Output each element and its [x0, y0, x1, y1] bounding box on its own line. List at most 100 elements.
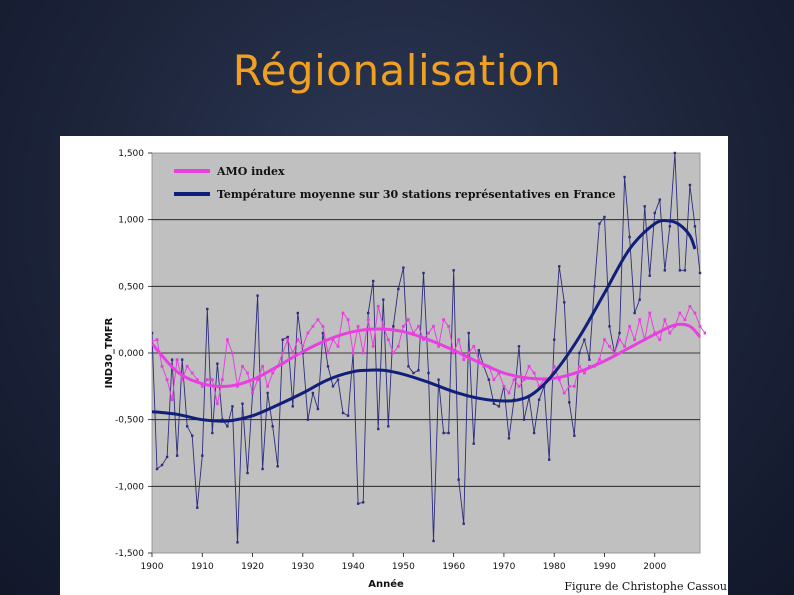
amo-raw-point [703, 331, 706, 335]
temperature-raw-point [517, 345, 521, 348]
amo-raw-point [231, 351, 234, 355]
amo-raw-point [170, 398, 174, 402]
y-axis-title: IND30_TMFR [104, 317, 115, 388]
temperature-raw-line [152, 152, 701, 543]
amo-smooth-line [152, 322, 702, 389]
amo-raw-point [603, 338, 606, 342]
amo-raw-point [376, 304, 380, 308]
amo-raw-point [180, 378, 184, 382]
temperature-raw-point [160, 463, 164, 467]
amo-raw-point [321, 324, 325, 328]
temperature-raw-point [668, 225, 672, 228]
amo-raw-point [336, 344, 340, 348]
amo-raw-point [668, 331, 672, 335]
temperature-raw-point [231, 405, 234, 408]
temperature-raw-point [663, 269, 667, 272]
temperature-raw-point [397, 287, 400, 291]
temperature-raw-point [316, 407, 320, 411]
temperature-raw-point [427, 371, 430, 375]
amo-raw-point [532, 371, 536, 375]
temperature-raw-point [673, 151, 677, 155]
legend: AMO index Température moyenne sur 30 stat… [174, 165, 615, 201]
amo-raw-point [215, 402, 219, 406]
x-tick-label: 1980 [543, 562, 566, 572]
temperature-raw-point [291, 405, 294, 408]
chart-figure: 1,500 1,000 0,500 0,000 -0,500 -1,000 -1,500 1… [60, 136, 728, 595]
amo-raw-point [562, 391, 566, 395]
amo-raw-point [457, 338, 461, 342]
temperature-raw-point [623, 175, 626, 179]
temperature-raw-point [648, 274, 651, 277]
temperature-raw-point [678, 269, 682, 272]
amo-raw-point [582, 371, 586, 375]
temperature-raw-point [693, 225, 697, 228]
temperature-raw-point [226, 425, 229, 428]
amo-raw-point [472, 344, 476, 348]
amo-raw-point [301, 344, 305, 348]
amo-raw-point [361, 351, 365, 355]
temperature-raw-point [452, 269, 455, 272]
amo-raw-point [447, 324, 451, 328]
series-group [152, 151, 706, 544]
temperature-raw-point [563, 301, 566, 304]
temperature-raw-point [196, 506, 199, 509]
temperature-raw-point [522, 418, 526, 421]
amo-raw-point [266, 384, 270, 388]
amo-raw-point [296, 338, 300, 342]
amo-raw-point [688, 304, 692, 308]
amo-raw-point [281, 351, 285, 355]
amo-raw-point [678, 311, 682, 315]
temperature-raw-point [472, 442, 475, 445]
amo-raw-point [190, 371, 194, 375]
temperature-raw-point [326, 365, 330, 368]
y-tick-label: 1,000 [118, 216, 144, 226]
amo-raw-point [618, 338, 621, 342]
temperature-raw-point [356, 502, 360, 505]
y-tick-label: 0,500 [118, 282, 144, 292]
figure-credit: Figure de Christophe Cassou [563, 580, 728, 593]
amo-raw-point [256, 378, 259, 382]
legend-label: Température moyenne sur 30 stations repr… [217, 188, 615, 201]
temperature-raw-point [583, 338, 586, 341]
amo-raw-point [220, 378, 224, 382]
amo-raw-point [572, 384, 576, 388]
x-tick-label: 1940 [342, 562, 365, 572]
temperature-raw-point [221, 418, 224, 421]
temperature-raw-point [497, 405, 501, 408]
temperature-raw-point [698, 271, 702, 275]
amo-raw-point [502, 384, 506, 388]
chart-svg: 1,500 1,000 0,500 0,000 -0,500 -1,000 -1,500 1… [104, 149, 706, 590]
x-tick-label: 1920 [241, 562, 264, 572]
temperature-raw-point [633, 311, 636, 315]
x-axis-title: Année [368, 578, 404, 590]
temperature-raw-point [392, 325, 395, 328]
temperature-raw-point [331, 385, 335, 388]
amo-raw-point [517, 384, 521, 388]
temperature-raw-point [321, 331, 325, 335]
temperature-raw-point [442, 431, 445, 435]
y-tick-label: -1,500 [115, 549, 144, 559]
temperature-raw-point [437, 378, 440, 381]
amo-raw-point [628, 324, 632, 328]
amo-raw-point [261, 364, 265, 368]
amo-raw-point [195, 378, 199, 382]
legend-label: AMO index [216, 165, 285, 178]
temperature-raw-point [588, 358, 591, 361]
amo-raw-point [396, 344, 400, 348]
temperature-raw-point [558, 265, 561, 268]
amo-raw-point [698, 324, 702, 328]
amo-raw-point [452, 351, 456, 355]
temperature-raw-point [346, 414, 350, 417]
amo-raw-point [311, 324, 315, 328]
amo-raw-point [577, 364, 581, 368]
temperature-raw-point [573, 434, 576, 437]
temperature-raw-point [311, 391, 315, 395]
series-layer [152, 151, 706, 544]
temperature-raw-point [537, 398, 541, 401]
amo-raw-point [381, 324, 385, 328]
amo-raw-point [152, 339, 154, 343]
temperature-raw-point [553, 338, 556, 341]
amo-raw-point [291, 351, 295, 355]
amo-raw-point [477, 358, 481, 362]
temperature-raw-point [185, 425, 189, 428]
